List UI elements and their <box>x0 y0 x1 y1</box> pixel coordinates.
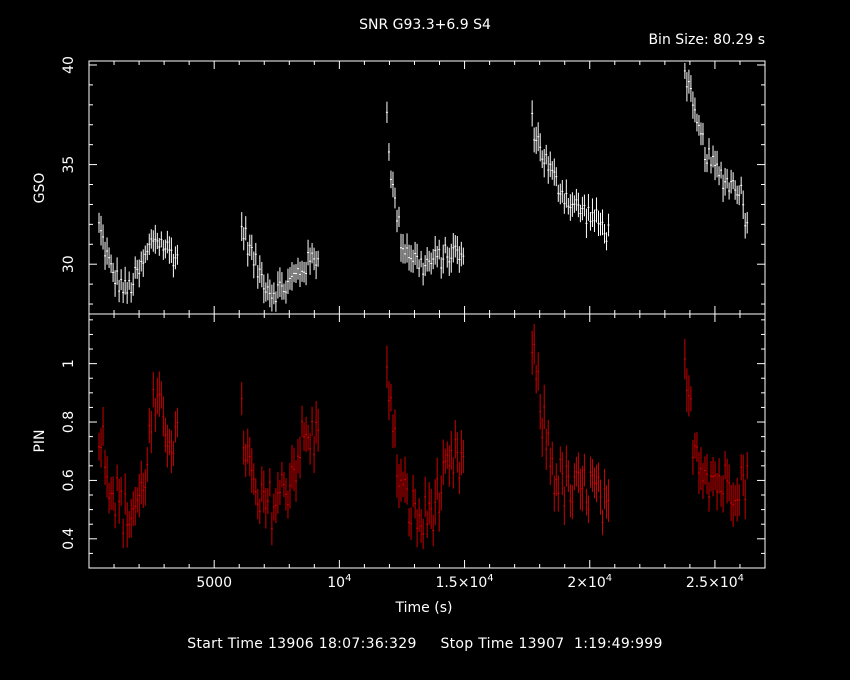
x-tick-label: 2×104 <box>567 573 612 591</box>
y-tick-label-gso: 30 <box>61 255 77 273</box>
series-pin <box>98 324 749 550</box>
time-range-footer: Start Time 13906 18:07:36:329 Stop Time … <box>0 636 850 652</box>
series-gso <box>98 62 749 312</box>
plot-area: 30 35 40 0.4 0.6 0.8 1 5000 104 1.5×104 2×104 2.5×1… <box>61 56 766 591</box>
x-tick-label: 104 <box>327 573 351 591</box>
y-tick-label-pin: 1 <box>61 359 77 368</box>
y-axis-label-pin: PIN <box>32 429 48 452</box>
y-axis-label-gso: GSO <box>32 173 48 204</box>
x-tick-label: 5000 <box>196 575 232 591</box>
bin-size-label: Bin Size: 80.29 s <box>648 32 765 48</box>
start-time-value: 13906 18:07:36:329 <box>267 636 417 652</box>
panel-frame-pin <box>88 313 766 569</box>
chart-title: SNR G93.3+6.9 S4 <box>359 17 491 33</box>
y-tick-label-gso: 40 <box>61 56 77 74</box>
y-tick-label-pin: 0.6 <box>61 469 77 491</box>
x-axis-label: Time (s) <box>395 600 453 616</box>
y-tick-label-gso: 35 <box>61 156 77 174</box>
y-tick-label-pin: 0.8 <box>61 411 77 433</box>
x-tick-label: 1.5×104 <box>435 573 493 591</box>
y-tick-label-pin: 0.4 <box>61 528 77 550</box>
stop-time-label: Stop Time <box>440 636 514 652</box>
x-tick-label: 2.5×104 <box>686 573 744 591</box>
start-time-label: Start Time <box>187 636 264 652</box>
stop-time-value: 13907 1:19:49:999 <box>518 636 663 652</box>
panel-frame-gso <box>88 60 766 315</box>
